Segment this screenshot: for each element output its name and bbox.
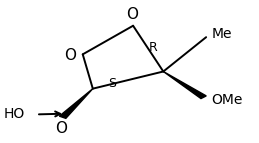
- Text: O: O: [126, 7, 138, 22]
- Text: HO: HO: [4, 107, 25, 121]
- Text: O: O: [55, 121, 67, 136]
- Text: R: R: [148, 41, 157, 54]
- Polygon shape: [59, 89, 93, 118]
- Text: Me: Me: [211, 27, 232, 41]
- Polygon shape: [163, 72, 206, 99]
- Text: S: S: [108, 77, 116, 90]
- Text: O: O: [64, 48, 76, 62]
- Text: OMe: OMe: [211, 93, 242, 107]
